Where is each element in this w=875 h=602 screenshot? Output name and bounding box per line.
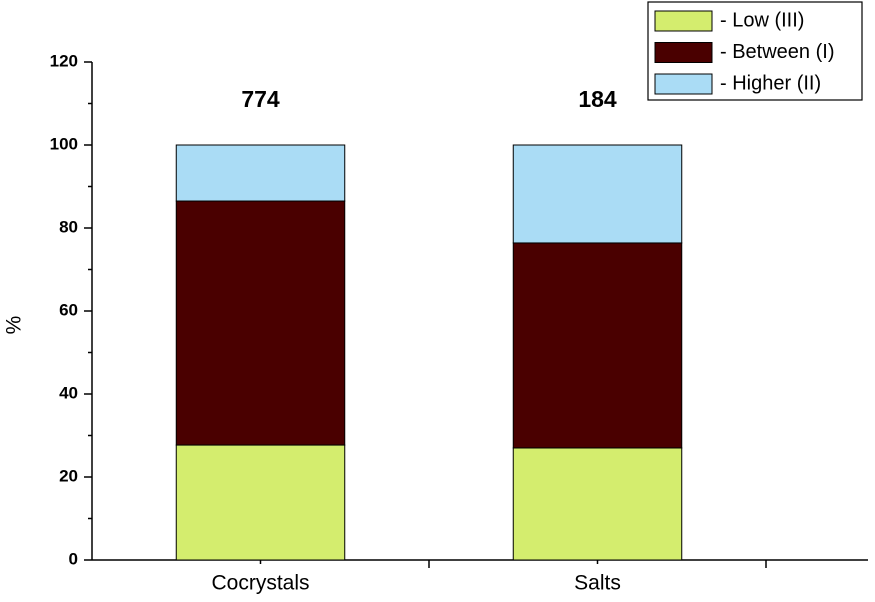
y-tick-label: 0 [69, 549, 78, 568]
y-tick-label: 40 [59, 383, 78, 402]
y-tick-label: 20 [59, 466, 78, 485]
bar-segment [175, 200, 346, 446]
legend-label: - Higher (II) [720, 72, 821, 94]
bar-segment [512, 447, 683, 561]
legend-swatch [654, 73, 713, 95]
y-tick-label: 80 [59, 217, 78, 236]
y-tick-label: 100 [50, 134, 78, 153]
legend-label: - Low (III) [720, 9, 804, 31]
bar-annotation: 184 [578, 86, 617, 112]
legend-swatch [654, 42, 713, 63]
legend-swatch [654, 10, 713, 32]
bar-segment [175, 144, 346, 202]
bar-segment [175, 444, 346, 561]
bar-segment [512, 144, 683, 244]
y-tick-label: 60 [59, 300, 78, 319]
bar-annotation: 774 [241, 86, 280, 112]
x-tick-label: Cocrystals [211, 572, 309, 595]
x-tick-label: Salts [574, 572, 621, 595]
y-tick-label: 120 [50, 51, 78, 70]
legend-label: - Between (I) [720, 41, 834, 63]
y-axis-label: % [3, 316, 26, 335]
bar-segment [512, 242, 683, 449]
